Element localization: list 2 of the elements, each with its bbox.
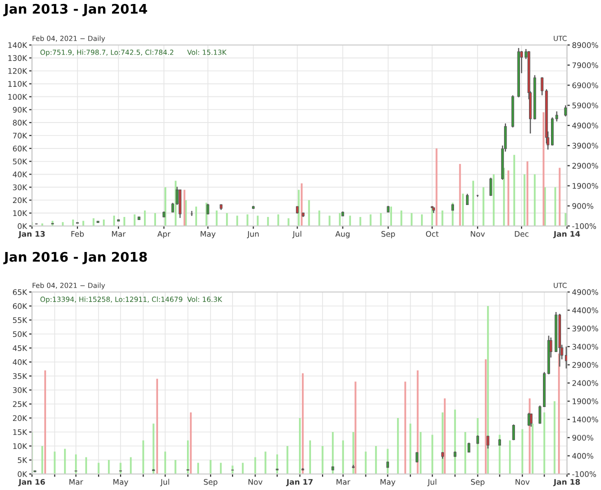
chart-title: Jan 2016 - Jan 2018 [3,252,147,264]
chart-title: Jan 2013 - Jan 2014 [3,4,148,16]
